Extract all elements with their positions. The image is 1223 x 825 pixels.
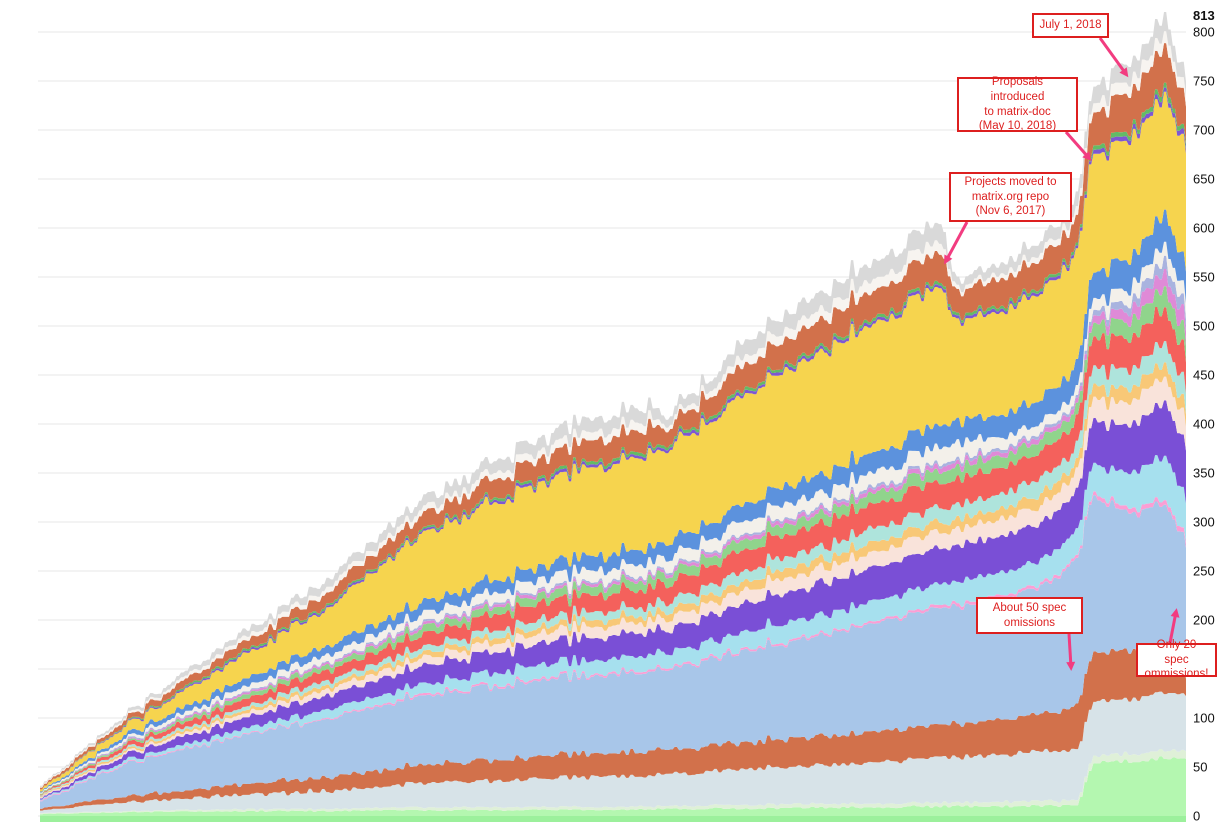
annotation-only-20-ommissions: Only 20 spec ommissions! (1136, 639, 1217, 680)
area-light-cyan (40, 455, 1186, 801)
y-tick-label: 750 (1193, 74, 1215, 89)
area-pale-pink (40, 376, 1186, 799)
y-tick-label: 500 (1193, 319, 1215, 334)
area-off-white (40, 241, 1186, 794)
y-tick-label: 350 (1193, 466, 1215, 481)
annotation-arrow-only-20-ommissions (1168, 611, 1178, 644)
annotation-proposals-introduced: Proposals introduced to matrix-doc (May … (957, 76, 1078, 132)
y-tick-label: 0 (1193, 809, 1200, 824)
area-green (40, 286, 1186, 795)
annotation-arrow-projects-moved (944, 221, 969, 262)
area-yellow (40, 91, 1186, 792)
annotation-arrowhead-july-1-2018 (1119, 67, 1129, 78)
annotation-arrow-july-1-2018 (1098, 37, 1128, 75)
y-tick-label: 200 (1193, 613, 1215, 628)
y-tick-label: 400 (1193, 417, 1215, 432)
y-tick-label: 600 (1193, 221, 1215, 236)
y-tick-label: 550 (1193, 270, 1215, 285)
area-light-blue (40, 495, 1186, 809)
y-tick-label: 800 (1193, 25, 1215, 40)
area-orchid (40, 269, 1186, 794)
area-pale-cyan (40, 341, 1186, 797)
area-blue (40, 209, 1186, 793)
baseline-strip (40, 816, 1186, 822)
area-rust-upper (40, 43, 1186, 790)
y-tick-label: 700 (1193, 123, 1215, 138)
area-pale-blue-gray (40, 691, 1186, 814)
area-rust-lower (40, 644, 1186, 811)
y-tick-label: 450 (1193, 368, 1215, 383)
annotation-arrowhead-proposals-introduced (1082, 151, 1092, 161)
annotation-projects-moved: Projects moved to matrix.org repo (Nov 6… (949, 172, 1072, 222)
y-tick-label: 650 (1193, 172, 1215, 187)
annotation-arrow-about-50-omissions (1067, 633, 1073, 668)
y-tick-label: 250 (1193, 564, 1215, 579)
annotation-arrow-proposals-introduced (1064, 131, 1091, 159)
area-light-green (40, 756, 1186, 816)
annotation-arrowhead-only-20-ommissions (1170, 608, 1180, 618)
annotation-july-1-2018: July 1, 2018 (1032, 13, 1109, 38)
area-purple (40, 400, 1186, 800)
area-red (40, 307, 1186, 796)
y-tick-label: 100 (1193, 711, 1215, 726)
annotation-arrowhead-projects-moved (944, 254, 953, 265)
annotation-about-50-omissions: About 50 spec omissions (976, 597, 1083, 634)
y-tick-label: 300 (1193, 515, 1215, 530)
annotation-arrowhead-about-50-omissions (1066, 661, 1076, 671)
y-peak-label: 813 (1193, 8, 1215, 23)
y-tick-label: 50 (1193, 760, 1207, 775)
